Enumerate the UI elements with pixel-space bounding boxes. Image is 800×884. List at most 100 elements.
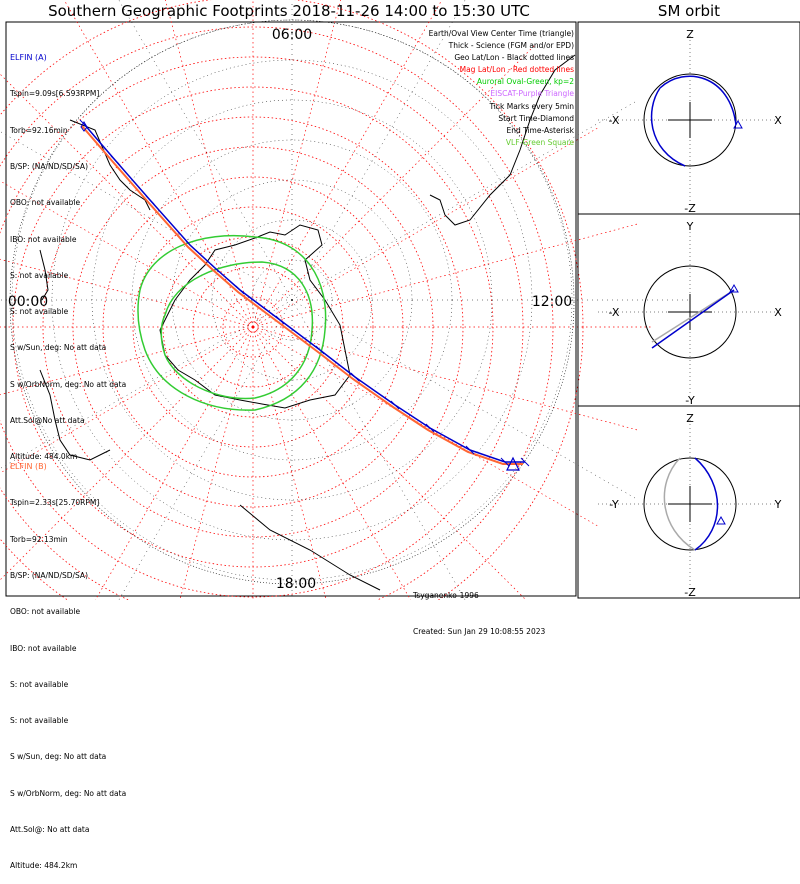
footprint-tracks xyxy=(79,119,530,471)
elfin-a-info: ELFIN (A) Tspin=9.09s[6.593RPM] Torb=92.… xyxy=(10,28,126,475)
sm-panel: Z -Z -Y Y xyxy=(577,405,800,599)
mag-lon-line xyxy=(179,326,254,600)
elfin-a-sun: S w/Sun, deg: No att data xyxy=(10,343,107,353)
sm-orbit-a xyxy=(694,457,719,551)
sm-axis-label-top: Z xyxy=(686,28,694,41)
elfin-a-att: Att.Sol@No att data xyxy=(10,416,85,425)
elfin-b-obo: OBO: not available xyxy=(10,607,81,617)
track-tick xyxy=(210,263,220,273)
sm-triangle xyxy=(716,515,726,525)
mag-lon-line xyxy=(252,326,640,431)
elfin-b-torb: Torb=92.13min xyxy=(10,534,68,544)
track-tick xyxy=(235,285,245,295)
sm-orbit-a xyxy=(650,87,686,167)
track-tick xyxy=(275,315,285,325)
legend-item: EISCAT-Purple Triangle xyxy=(490,89,574,99)
geo-lon-line xyxy=(0,299,293,469)
elfin-a-name: ELFIN (A) xyxy=(10,53,47,63)
legend-item: Geo Lat/Lon - Black dotted lines xyxy=(454,53,574,63)
mag-lon-line xyxy=(252,43,537,328)
sm-axis-label-left: -X xyxy=(609,114,620,127)
mag-lon-line xyxy=(0,326,254,581)
sm-orbit-a xyxy=(651,289,735,349)
sm-panel: Z -Z -X X xyxy=(577,21,800,215)
track-tick xyxy=(350,372,360,382)
hour-label-right: 12:00 xyxy=(532,294,572,310)
sm-axis-label-bottom: -Z xyxy=(684,202,696,215)
elfin-b-ibo: IBO: not available xyxy=(10,643,77,653)
map-labels: 06:00 00:00 12:00 18:00 xyxy=(8,27,572,592)
sm-axis-label-top: Z xyxy=(686,412,694,425)
elfin-b-spin: Tspin=2.33s[25.70RPM] xyxy=(10,498,100,508)
map-frame xyxy=(5,21,577,597)
elfin-b-bsp: B/SP: (NA/ND/SD/SA) xyxy=(10,571,88,581)
legend-item: Start Time-Diamond xyxy=(498,113,574,123)
legend-item: VLF-Green Square xyxy=(505,137,574,147)
geo-lon-line xyxy=(291,299,639,501)
footer: Tsyganenko-1996 Created: Sun Jan 29 10:0… xyxy=(413,566,545,651)
elfin-b-name: ELFIN (B) xyxy=(10,462,47,472)
mag-lon-line xyxy=(252,326,327,600)
elfin-a-center-triangle xyxy=(506,456,520,471)
track-tick xyxy=(465,445,475,455)
elfin-b-track xyxy=(81,125,523,465)
mag-lon-line xyxy=(252,0,341,328)
mag-lat-circle xyxy=(222,296,284,358)
mag-lon-line xyxy=(63,0,254,328)
elfin-a-s2: S: not available xyxy=(10,307,69,317)
legend-item: Mag Lat/Lon - Red dotted lines xyxy=(459,65,574,75)
geo-lon-line xyxy=(118,0,293,301)
auroral-oval-outer xyxy=(137,234,327,411)
track-tick xyxy=(145,195,155,205)
earth-circle xyxy=(643,457,737,551)
elfin-b-att: Att.Sol@: No att data xyxy=(10,825,90,834)
elfin-b-sun: S w/Sun, deg: No att data xyxy=(10,752,107,762)
sm-axis-label-right: Y xyxy=(774,498,782,511)
legend-item: Tick Marks every 5min xyxy=(489,101,574,111)
geo-lon-line xyxy=(291,0,466,301)
sm-axis-label-bottom: -Z xyxy=(684,586,696,599)
mag-lat-circle xyxy=(0,26,554,600)
track-tick xyxy=(425,423,435,433)
elfin-a-track xyxy=(83,123,525,463)
orbit-title: SM orbit xyxy=(657,2,721,20)
geo-lon-line xyxy=(291,299,466,600)
elfin-b-s2: S: not available xyxy=(10,716,69,726)
elfin-b-altitude: Altitude: 484.2km xyxy=(10,861,78,871)
mag-lon-line xyxy=(252,0,443,328)
legend: Earth/Oval View Center Time (triangle) T… xyxy=(429,28,574,149)
sm-triangle xyxy=(733,119,743,129)
elfin-a-torb: Torb=92.16min xyxy=(10,125,68,135)
page-title: Southern Geographic Footprints 2018-11-2… xyxy=(48,2,530,20)
mag-lon-line xyxy=(252,126,600,328)
elfin-a-orbnorm: S w/OrbNorm, deg: No att data xyxy=(10,379,127,389)
track-tick xyxy=(390,400,400,410)
elfin-b-info: ELFIN (B) Tspin=2.33s[25.70RPM] Torb=92.… xyxy=(10,437,126,884)
start-diamond xyxy=(80,121,88,132)
sm-orbit-b xyxy=(663,457,696,551)
track-tick xyxy=(520,457,530,467)
map-grid xyxy=(0,0,692,600)
sm-axis-label-bottom: -Y xyxy=(685,394,695,407)
elfin-b-orbnorm: S w/OrbNorm, deg: No att data xyxy=(10,788,127,798)
sm-orbit-panels: Z -Z -X X Y -Y -X X Z -Z -Y Y xyxy=(577,21,800,599)
south-america-coastline xyxy=(429,54,576,226)
elfin-a-spin: Tspin=9.09s[6.593RPM] xyxy=(10,89,100,99)
mag-lat-circle xyxy=(132,206,374,448)
legend-item: Thick - Science (FGM and/or EPD) xyxy=(448,41,574,51)
elfin-a-ibo: IBO: not available xyxy=(10,234,77,244)
track-tick xyxy=(315,345,325,355)
footprint-chart: 06:00 00:00 12:00 18:00 Z -Z -X X Y -Y -X X Z -Z -Y Y xyxy=(0,0,800,600)
africa-coastline xyxy=(39,369,111,461)
created-label: Created: Sun Jan 29 10:08:55 2023 xyxy=(413,627,546,637)
sm-orbit-b xyxy=(651,289,735,343)
track-tick xyxy=(500,457,510,467)
hour-label-left: 00:00 xyxy=(8,294,48,310)
sm-axis-label-left: -X xyxy=(609,306,620,319)
hour-label-top: 06:00 xyxy=(272,27,312,43)
mag-lon-line xyxy=(252,223,640,328)
sm-axis-label-right: X xyxy=(774,114,782,127)
geo-lon-line xyxy=(118,299,293,600)
sm-panel-frame xyxy=(577,405,800,599)
map-boundary xyxy=(9,19,575,585)
